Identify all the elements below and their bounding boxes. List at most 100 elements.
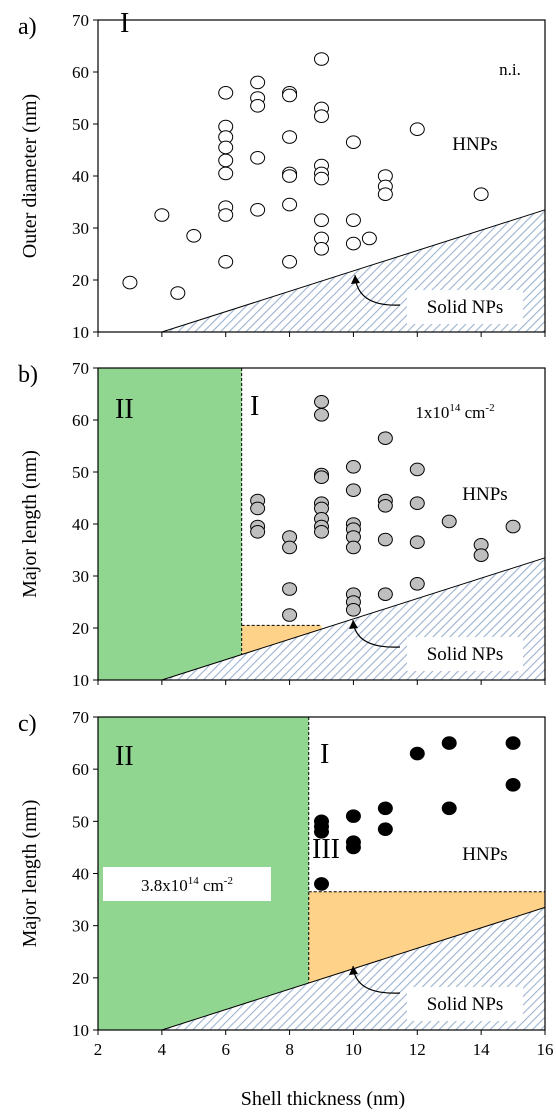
- solid-nps-label: Solid NPs: [427, 644, 504, 665]
- data-point: [345, 840, 361, 855]
- y-tick-label: 60: [72, 411, 89, 430]
- y-tick-label: 70: [72, 708, 89, 727]
- solid-nps-arrowhead: [349, 966, 358, 975]
- data-point: [218, 208, 234, 222]
- chart-panel-c: 10 20 30 40 50 60 70 2 4 6 8 10 12 14 16 Major length (…: [18, 708, 554, 1059]
- y-tick-label: 50: [72, 463, 89, 482]
- data-point: [409, 496, 425, 511]
- y-tick-label: 30: [72, 917, 89, 936]
- x-tick-label: 16: [537, 1040, 554, 1059]
- region-I-label: I: [250, 391, 259, 422]
- condition-label: 3.8x1014 cm-2: [141, 875, 233, 895]
- data-point: [250, 501, 266, 516]
- hnps-label: HNPs: [462, 844, 507, 865]
- data-point: [441, 514, 457, 529]
- data-point: [505, 519, 521, 534]
- data-point: [218, 166, 234, 181]
- data-point: [377, 187, 393, 201]
- y-tick-label: 10: [72, 323, 89, 342]
- data-point: [345, 483, 361, 498]
- condition-label: n.i.: [499, 60, 521, 79]
- data-point: [314, 824, 329, 839]
- y-tick-label: 70: [72, 11, 89, 30]
- data-point: [218, 153, 234, 168]
- panel-label: c): [18, 711, 37, 737]
- data-point: [314, 171, 329, 186]
- solid-nps-arrowhead: [349, 620, 358, 629]
- panel-label: b): [18, 362, 38, 388]
- y-tick-label: 20: [72, 271, 89, 290]
- solid-nps-label: Solid NPs: [427, 994, 504, 1015]
- y-tick-label: 30: [72, 567, 89, 586]
- data-point: [154, 208, 170, 222]
- data-point: [345, 809, 361, 823]
- data-point: [377, 431, 393, 446]
- data-point: [282, 608, 298, 622]
- region-III-label: III: [312, 834, 340, 865]
- solid-nps-label-box: [407, 637, 523, 671]
- data-point: [250, 151, 266, 165]
- data-point: [170, 286, 186, 300]
- data-point: [377, 499, 393, 513]
- data-point: [409, 122, 425, 136]
- y-tick-label: 20: [72, 619, 89, 638]
- y-tick-label: 70: [72, 359, 89, 378]
- data-point: [377, 822, 393, 836]
- data-point: [441, 736, 457, 750]
- data-point: [314, 877, 329, 891]
- x-tick-label: 2: [94, 1040, 103, 1059]
- y-tick-label: 20: [72, 969, 89, 988]
- y-axis-title: Outer diameter (nm): [19, 94, 41, 258]
- data-point: [186, 229, 202, 243]
- data-point: [122, 275, 138, 290]
- panel-label: a): [18, 14, 37, 40]
- solid-nps-label: Solid NPs: [427, 297, 504, 318]
- data-point: [314, 242, 329, 256]
- data-point: [361, 231, 377, 246]
- boundary-line: [161, 209, 546, 333]
- data-point: [314, 52, 329, 66]
- condition-box: [103, 867, 271, 901]
- data-point: [345, 460, 361, 474]
- y-axis-title: Major length (nm): [19, 800, 41, 948]
- data-point: [282, 540, 298, 555]
- y-axis-title: Major length (nm): [19, 450, 41, 598]
- y-tick-label: 60: [72, 63, 89, 82]
- region-II-label: II: [115, 741, 134, 772]
- y-tick-label: 30: [72, 219, 89, 238]
- x-tick-label: 6: [221, 1040, 230, 1059]
- data-point: [377, 587, 393, 602]
- data-point: [314, 525, 329, 539]
- y-tick-label: 10: [72, 1021, 89, 1040]
- solid-nps-arrowhead: [351, 275, 360, 284]
- condition-label: 1x1014 cm-2: [415, 402, 494, 422]
- data-point: [250, 525, 266, 539]
- region-II-label: II: [115, 394, 134, 425]
- y-tick-label: 50: [72, 812, 89, 831]
- region-II: [98, 368, 242, 680]
- solid-nps-label-box: [407, 290, 523, 324]
- data-point: [345, 135, 361, 149]
- data-point: [314, 395, 329, 409]
- data-point: [314, 408, 329, 422]
- data-point: [218, 254, 234, 269]
- x-tick-label: 12: [409, 1040, 426, 1059]
- data-point: [250, 99, 266, 113]
- data-point: [377, 801, 393, 816]
- y-tick-label: 40: [72, 515, 89, 534]
- region-III: [308, 891, 545, 984]
- boundary-line: [161, 557, 546, 681]
- y-tick-label: 10: [72, 671, 89, 690]
- data-point: [345, 540, 361, 555]
- data-point: [314, 213, 329, 227]
- data-point: [505, 778, 521, 792]
- data-point: [409, 577, 425, 591]
- data-point: [314, 109, 329, 123]
- data-point: [505, 736, 521, 750]
- x-tick-label: 10: [345, 1040, 362, 1059]
- data-point: [345, 213, 361, 227]
- data-point: [473, 187, 489, 201]
- chart-panel-a: 10 20 30 40 50 60 70 Outer diameter (nm) a) In.i.…: [18, 8, 546, 342]
- x-tick-label: 4: [158, 1040, 167, 1059]
